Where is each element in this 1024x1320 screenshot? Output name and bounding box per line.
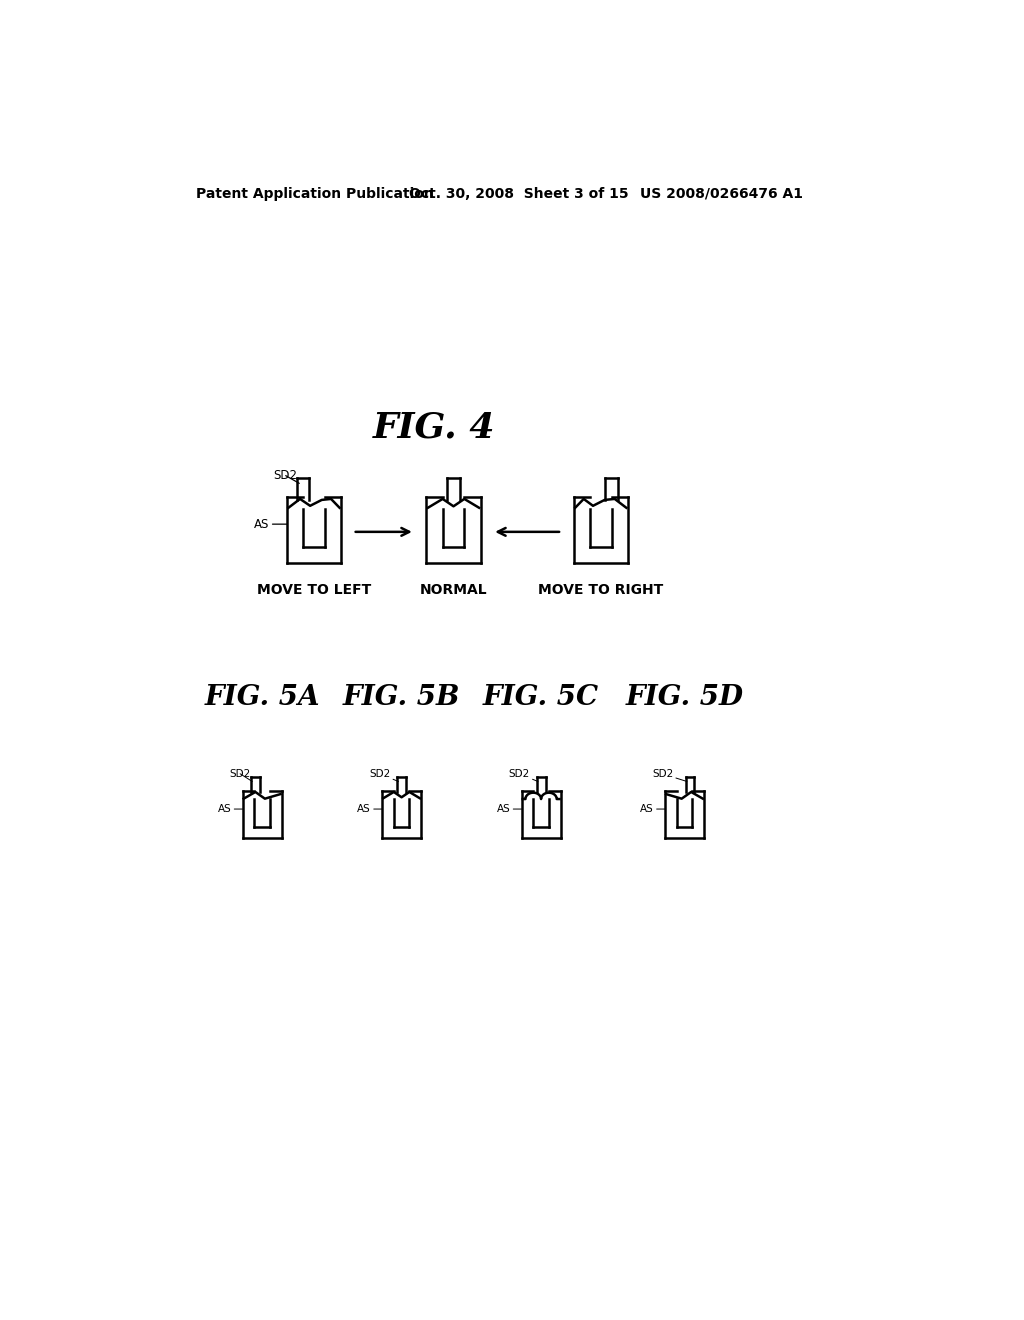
Text: FIG. 5D: FIG. 5D [626,684,743,711]
Text: AS: AS [497,804,521,814]
Text: FIG. 5A: FIG. 5A [205,684,319,711]
Text: FIG. 4: FIG. 4 [373,411,496,445]
Text: AS: AS [357,804,382,814]
Text: AS: AS [254,517,287,531]
Text: MOVE TO RIGHT: MOVE TO RIGHT [539,582,664,597]
Text: Patent Application Publication: Patent Application Publication [197,187,434,201]
Text: AS: AS [218,804,243,814]
Text: SD2: SD2 [229,768,252,781]
Text: AS: AS [640,804,665,814]
Text: FIG. 5C: FIG. 5C [483,684,599,711]
Text: MOVE TO LEFT: MOVE TO LEFT [257,582,371,597]
Text: Oct. 30, 2008  Sheet 3 of 15: Oct. 30, 2008 Sheet 3 of 15 [409,187,628,201]
Text: NORMAL: NORMAL [420,582,487,597]
Text: FIG. 5B: FIG. 5B [343,684,461,711]
Text: SD2: SD2 [369,768,398,781]
Text: US 2008/0266476 A1: US 2008/0266476 A1 [640,187,803,201]
Text: SD2: SD2 [652,768,687,781]
Text: SD2: SD2 [273,469,299,483]
Text: SD2: SD2 [509,768,538,781]
